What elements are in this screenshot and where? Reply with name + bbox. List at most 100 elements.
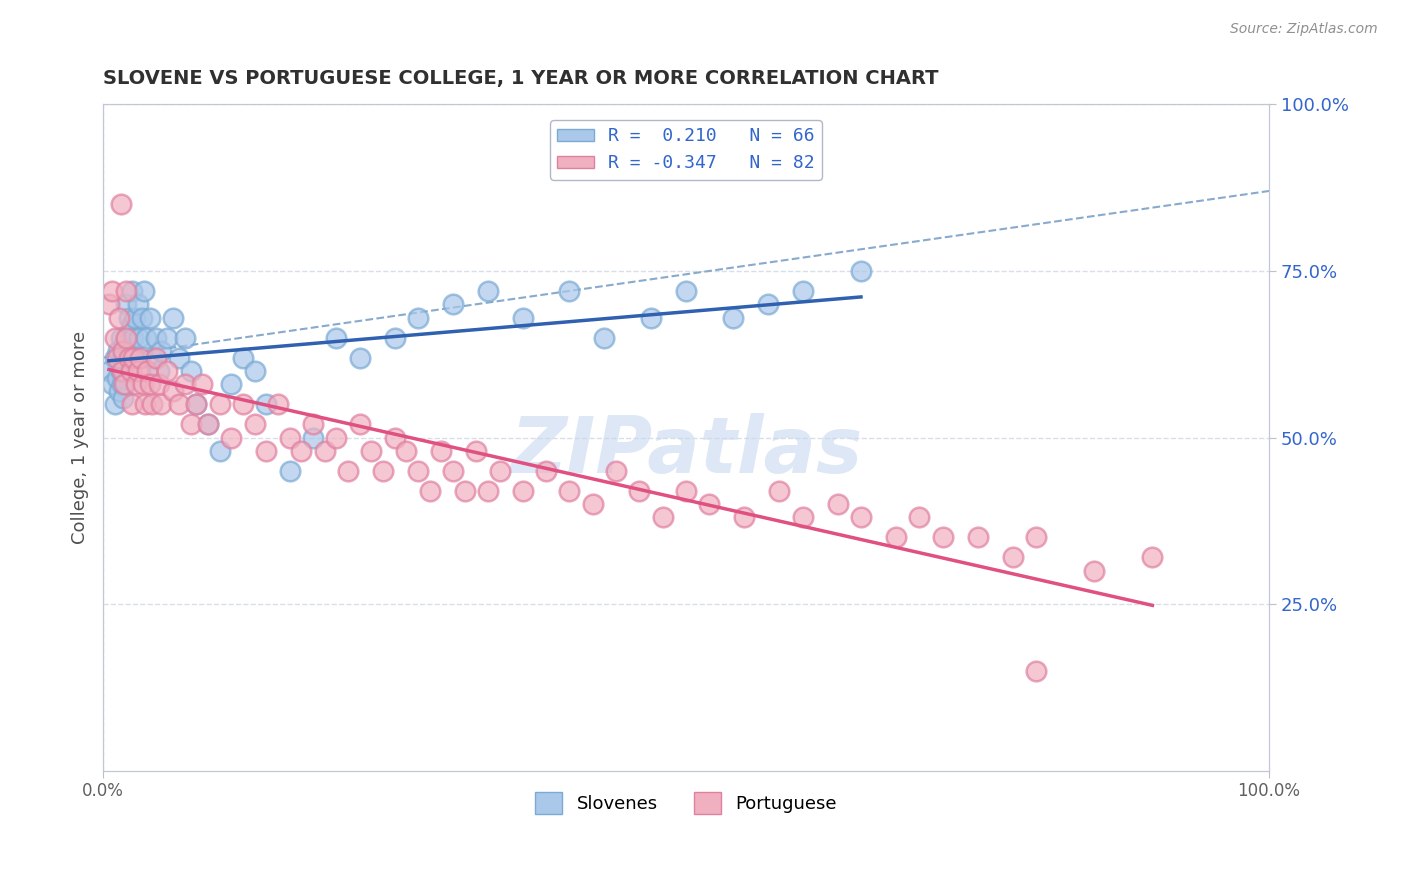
Point <box>441 297 464 311</box>
Point <box>150 343 173 358</box>
Point <box>114 377 136 392</box>
Point <box>278 464 301 478</box>
Point <box>512 483 534 498</box>
Point <box>302 417 325 432</box>
Point <box>721 310 744 325</box>
Point <box>173 377 195 392</box>
Point <box>278 430 301 444</box>
Point <box>105 370 128 384</box>
Point <box>349 351 371 365</box>
Point <box>254 443 277 458</box>
Point <box>132 377 155 392</box>
Point <box>120 364 142 378</box>
Point <box>97 364 120 378</box>
Point <box>419 483 441 498</box>
Point <box>107 343 129 358</box>
Point <box>360 443 382 458</box>
Point <box>314 443 336 458</box>
Point <box>931 531 953 545</box>
Point <box>167 351 190 365</box>
Point <box>243 417 266 432</box>
Point <box>465 443 488 458</box>
Point <box>122 351 145 365</box>
Point <box>141 351 163 365</box>
Point <box>302 430 325 444</box>
Point <box>118 351 141 365</box>
Point <box>111 391 134 405</box>
Point <box>197 417 219 432</box>
Point <box>111 351 134 365</box>
Point <box>108 384 131 398</box>
Point <box>112 364 135 378</box>
Point <box>118 310 141 325</box>
Point <box>1142 550 1164 565</box>
Point <box>101 284 124 298</box>
Point <box>127 364 149 378</box>
Point <box>430 443 453 458</box>
Point <box>699 497 721 511</box>
Point <box>1001 550 1024 565</box>
Point <box>395 443 418 458</box>
Point <box>115 330 138 344</box>
Point <box>139 377 162 392</box>
Point <box>110 197 132 211</box>
Point <box>406 464 429 478</box>
Point <box>115 284 138 298</box>
Point <box>104 351 127 365</box>
Point <box>148 364 170 378</box>
Point <box>628 483 651 498</box>
Point <box>792 284 814 298</box>
Point <box>208 397 231 411</box>
Point <box>827 497 849 511</box>
Point <box>267 397 290 411</box>
Point <box>111 364 134 378</box>
Text: SLOVENE VS PORTUGUESE COLLEGE, 1 YEAR OR MORE CORRELATION CHART: SLOVENE VS PORTUGUESE COLLEGE, 1 YEAR OR… <box>103 69 939 87</box>
Point <box>243 364 266 378</box>
Point <box>849 510 872 524</box>
Point <box>115 297 138 311</box>
Point <box>453 483 475 498</box>
Point <box>97 297 120 311</box>
Point <box>349 417 371 432</box>
Point <box>120 364 142 378</box>
Point <box>162 384 184 398</box>
Point <box>156 364 179 378</box>
Point <box>221 430 243 444</box>
Point <box>145 351 167 365</box>
Point <box>371 464 394 478</box>
Point <box>675 284 697 298</box>
Point <box>167 397 190 411</box>
Point <box>849 264 872 278</box>
Point <box>121 318 143 332</box>
Point <box>1083 564 1105 578</box>
Point <box>1025 531 1047 545</box>
Point <box>110 364 132 378</box>
Point <box>884 531 907 545</box>
Legend: Slovenes, Portuguese: Slovenes, Portuguese <box>529 785 844 822</box>
Point <box>221 377 243 392</box>
Point <box>156 330 179 344</box>
Point <box>131 310 153 325</box>
Point <box>512 310 534 325</box>
Point <box>180 417 202 432</box>
Point <box>384 430 406 444</box>
Point <box>756 297 779 311</box>
Text: ZIPatlas: ZIPatlas <box>510 413 862 489</box>
Point <box>135 330 157 344</box>
Point <box>336 464 359 478</box>
Point <box>125 377 148 392</box>
Point <box>136 364 159 378</box>
Point <box>191 377 214 392</box>
Point <box>477 284 499 298</box>
Point <box>208 443 231 458</box>
Point <box>127 297 149 311</box>
Point <box>104 330 127 344</box>
Point <box>118 343 141 358</box>
Point <box>593 330 616 344</box>
Point <box>105 351 128 365</box>
Point <box>125 351 148 365</box>
Point <box>117 351 139 365</box>
Point <box>110 330 132 344</box>
Point <box>101 377 124 392</box>
Point <box>197 417 219 432</box>
